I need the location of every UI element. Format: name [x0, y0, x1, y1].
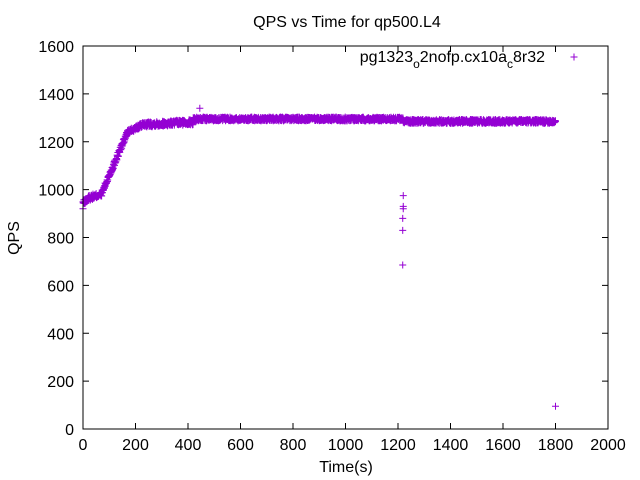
- x-tick-label: 2000: [590, 437, 626, 454]
- legend-label-subscript-2: c: [507, 57, 513, 71]
- x-tick-label: 200: [122, 437, 149, 454]
- x-tick-label: 1600: [485, 437, 521, 454]
- legend-marker: [570, 53, 578, 61]
- data-point: [399, 214, 407, 222]
- data-point: [399, 192, 407, 200]
- data-point: [399, 226, 407, 234]
- x-tick-label: 0: [79, 437, 88, 454]
- y-tick-label: 600: [47, 278, 74, 295]
- x-tick-label: 800: [280, 437, 307, 454]
- y-tick-label: 400: [47, 326, 74, 343]
- y-tick-label: 0: [65, 422, 74, 439]
- legend-label: pg1323o2nofp.cx10ac8r32: [360, 49, 545, 71]
- legend-label-part-a: pg1323: [360, 49, 413, 66]
- data-point: [399, 205, 407, 213]
- chart-title: QPS vs Time for qp500.L4: [253, 14, 441, 31]
- x-tick-label: 600: [227, 437, 254, 454]
- y-tick-label: 1000: [38, 183, 74, 200]
- data-points: [79, 104, 559, 410]
- y-axis-title: QPS: [6, 221, 23, 255]
- data-point: [552, 402, 559, 410]
- legend-marker-symbol: [570, 53, 578, 61]
- y-tick-label: 1200: [38, 135, 74, 152]
- y-tick-label: 1600: [38, 39, 74, 56]
- legend: pg1323o2nofp.cx10ac8r32: [360, 49, 578, 71]
- y-tick-label: 1400: [38, 87, 74, 104]
- plot-frame: [82, 45, 609, 430]
- x-tick-label: 1200: [380, 437, 416, 454]
- data-point: [196, 104, 204, 112]
- y-tick-label: 200: [47, 374, 74, 391]
- y-tick-label: 800: [47, 231, 74, 248]
- axis-ticks: 0 200 400 600 800 1000 1200 1400 1600 1800 2000 0 20…: [38, 39, 625, 454]
- legend-label-part-e: 8r32: [513, 49, 545, 66]
- legend-label-subscript-1: o: [413, 57, 420, 71]
- x-tick-label: 1800: [538, 437, 574, 454]
- x-tick-label: 400: [175, 437, 202, 454]
- legend-label-part-c: 2nofp.cx10a: [420, 49, 507, 66]
- data-point: [399, 261, 407, 269]
- x-tick-label: 1000: [328, 437, 364, 454]
- x-axis-title: Time(s): [319, 459, 373, 476]
- data-point: [552, 118, 559, 126]
- x-tick-label: 1400: [433, 437, 469, 454]
